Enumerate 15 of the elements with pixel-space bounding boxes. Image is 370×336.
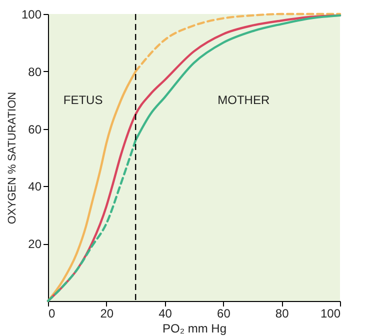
annotation: FETUS: [63, 93, 103, 108]
x-tick-label: 80: [275, 306, 290, 320]
y-tick-label: 60: [28, 122, 42, 136]
y-tick-label: 80: [28, 64, 42, 79]
x-tick-label: 0: [48, 306, 56, 320]
y-tick-label: 100: [21, 8, 42, 22]
x-axis-title: PO₂ mm Hg: [162, 322, 226, 336]
x-tick-label: 100: [320, 306, 341, 320]
x-tick-label: 20: [100, 306, 114, 320]
x-tick-label: 60: [217, 306, 231, 320]
y-axis-title: OXYGEN % SATURATION: [6, 92, 18, 224]
x-tick-label: 40: [158, 306, 172, 320]
y-tick-label: 40: [28, 180, 42, 194]
annotation: MOTHER: [218, 93, 270, 108]
y-tick-label: 20: [28, 237, 42, 252]
